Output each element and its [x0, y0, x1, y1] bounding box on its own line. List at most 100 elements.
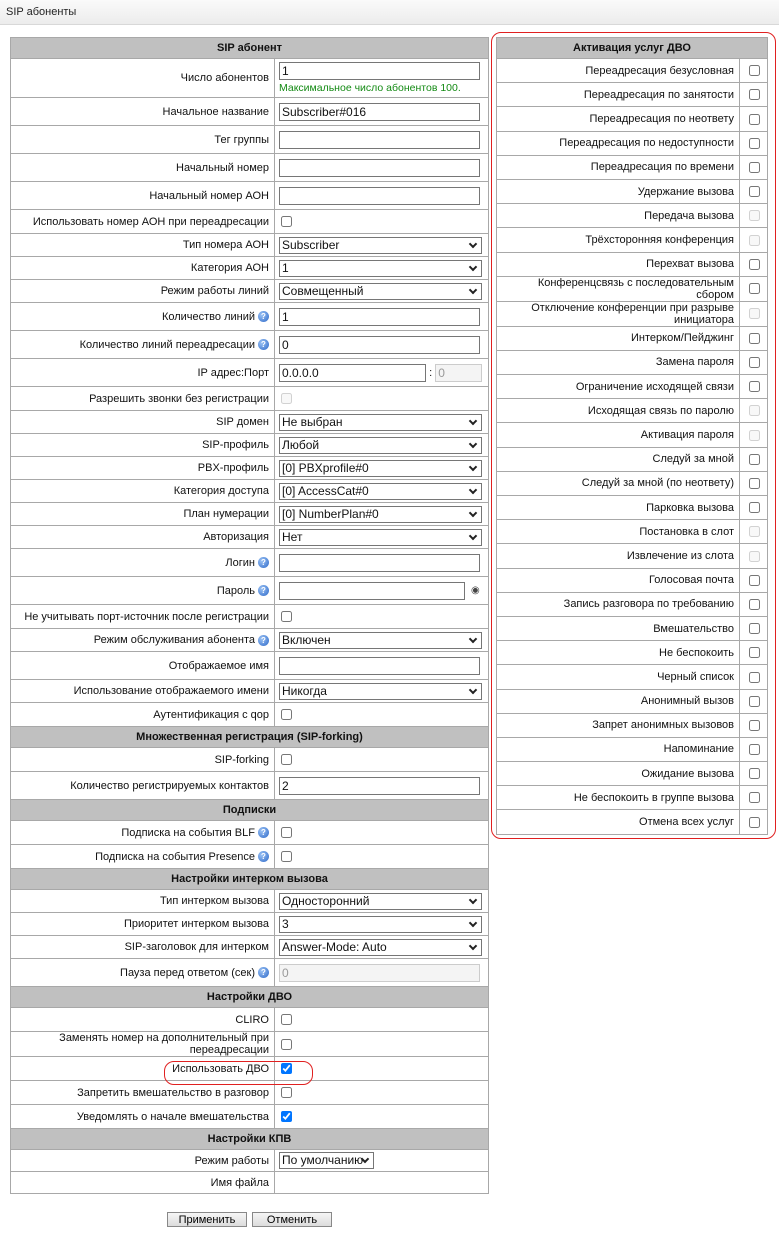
- help-icon[interactable]: ?: [258, 585, 269, 597]
- service-checkbox[interactable]: [749, 647, 760, 659]
- service-checkbox[interactable]: [749, 453, 760, 465]
- select-dropdown[interactable]: По умолчанию: [279, 1152, 374, 1169]
- section-header: SIP абонент: [10, 37, 489, 59]
- select-dropdown[interactable]: Односторонний: [279, 892, 482, 910]
- service-checkbox[interactable]: [749, 502, 760, 514]
- text-input[interactable]: 0: [279, 335, 480, 354]
- checkbox[interactable]: [281, 611, 292, 623]
- select-dropdown[interactable]: Совмещенный: [279, 282, 482, 300]
- form-row: Не учитывать порт-источник после регистр…: [10, 604, 489, 629]
- service-checkbox[interactable]: [749, 478, 760, 489]
- help-icon[interactable]: ?: [258, 634, 269, 646]
- checkbox[interactable]: [281, 1063, 292, 1075]
- ip-address-input[interactable]: 0.0.0.0: [279, 363, 426, 382]
- help-icon[interactable]: ?: [258, 967, 269, 979]
- checkbox[interactable]: [281, 709, 292, 721]
- show-password-eye-icon[interactable]: ◉: [471, 585, 480, 597]
- selected-option: Включен: [282, 632, 331, 647]
- section-title: Настройки КПВ: [10, 1128, 489, 1150]
- port-input[interactable]: 0: [435, 363, 483, 382]
- service-label: Парковка вызова: [496, 494, 740, 521]
- field-value: Subscriber#016: [274, 97, 489, 126]
- select-dropdown[interactable]: 3: [279, 915, 482, 933]
- text-input[interactable]: 2: [279, 776, 480, 795]
- select-dropdown[interactable]: Никогда: [279, 682, 482, 700]
- help-icon[interactable]: ?: [258, 851, 269, 863]
- text-input[interactable]: 1: [279, 307, 480, 326]
- service-checkbox[interactable]: [749, 768, 760, 780]
- checkbox[interactable]: [281, 1087, 292, 1099]
- selected-option: 1: [282, 260, 289, 275]
- service-checkbox[interactable]: [749, 308, 760, 320]
- checkbox[interactable]: [281, 1014, 292, 1026]
- label-text: Авторизация: [203, 531, 269, 543]
- service-checkbox[interactable]: [749, 186, 760, 198]
- label-text: Пароль: [216, 584, 255, 597]
- select-dropdown[interactable]: 1: [279, 259, 482, 277]
- service-checkbox[interactable]: [749, 526, 760, 538]
- service-checkbox[interactable]: [749, 574, 760, 586]
- service-checkbox[interactable]: [749, 65, 760, 77]
- select-dropdown[interactable]: Answer-Mode: Auto: [279, 938, 482, 956]
- service-checkbox[interactable]: [749, 89, 760, 101]
- subscriber-count-input[interactable]: 1: [279, 62, 480, 80]
- service-checkbox[interactable]: [749, 792, 760, 804]
- text-input[interactable]: [279, 158, 480, 177]
- service-checkbox[interactable]: [749, 623, 760, 635]
- help-icon[interactable]: ?: [258, 557, 269, 569]
- service-checkbox[interactable]: [749, 744, 760, 756]
- select-dropdown[interactable]: Subscriber: [279, 236, 482, 254]
- field-value: [274, 702, 489, 727]
- text-input[interactable]: Subscriber#016: [279, 102, 480, 121]
- select-dropdown[interactable]: [0] AccessCat#0: [279, 482, 482, 500]
- service-checkbox-cell: [739, 227, 768, 253]
- select-dropdown[interactable]: [0] PBXprofile#0: [279, 459, 482, 477]
- checkbox[interactable]: [281, 851, 292, 863]
- service-checkbox[interactable]: [749, 719, 760, 731]
- help-icon[interactable]: ?: [258, 311, 269, 323]
- service-checkbox[interactable]: [749, 332, 760, 344]
- service-checkbox[interactable]: [749, 405, 760, 417]
- select-dropdown[interactable]: Любой: [279, 436, 482, 454]
- select-dropdown[interactable]: Включен: [279, 631, 482, 649]
- select-dropdown[interactable]: Нет: [279, 528, 482, 546]
- service-checkbox[interactable]: [749, 283, 760, 295]
- service-checkbox[interactable]: [749, 137, 760, 149]
- apply-button[interactable]: Применить: [167, 1212, 247, 1227]
- checkbox[interactable]: [281, 754, 292, 766]
- checkbox[interactable]: [281, 1038, 292, 1050]
- text-input[interactable]: [279, 553, 480, 572]
- service-checkbox[interactable]: [749, 113, 760, 125]
- dvo-service-row: Ограничение исходящей связи: [496, 374, 768, 400]
- form-row: Приоритет интерком вызова 3: [10, 912, 489, 936]
- text-input[interactable]: 0: [279, 963, 480, 982]
- checkbox[interactable]: [281, 1111, 292, 1123]
- checkbox[interactable]: [281, 216, 292, 228]
- service-checkbox[interactable]: [749, 258, 760, 270]
- service-checkbox[interactable]: [749, 381, 760, 393]
- service-checkbox[interactable]: [749, 695, 760, 707]
- service-checkbox[interactable]: [749, 161, 760, 173]
- text-input[interactable]: [279, 130, 480, 149]
- service-checkbox[interactable]: [749, 671, 760, 683]
- service-checkbox[interactable]: [749, 429, 760, 441]
- text-input[interactable]: [279, 656, 480, 675]
- service-checkbox[interactable]: [749, 234, 760, 246]
- text-input[interactable]: [279, 186, 480, 205]
- service-checkbox[interactable]: [749, 210, 760, 222]
- service-checkbox[interactable]: [749, 550, 760, 562]
- label-text: Количество регистрируемых контактов: [70, 779, 269, 792]
- service-checkbox[interactable]: [749, 598, 760, 610]
- service-checkbox-cell: [739, 615, 768, 642]
- text-input-value: 0: [282, 337, 289, 352]
- select-dropdown[interactable]: [0] NumberPlan#0: [279, 505, 482, 523]
- select-dropdown[interactable]: Не выбран: [279, 413, 482, 431]
- cancel-button[interactable]: Отменить: [252, 1212, 332, 1227]
- checkbox[interactable]: [281, 393, 292, 405]
- checkbox[interactable]: [281, 827, 292, 839]
- help-icon[interactable]: ?: [258, 827, 269, 839]
- help-icon[interactable]: ?: [258, 339, 269, 351]
- password-input[interactable]: [279, 581, 465, 600]
- service-checkbox[interactable]: [749, 357, 760, 369]
- service-checkbox[interactable]: [749, 816, 760, 828]
